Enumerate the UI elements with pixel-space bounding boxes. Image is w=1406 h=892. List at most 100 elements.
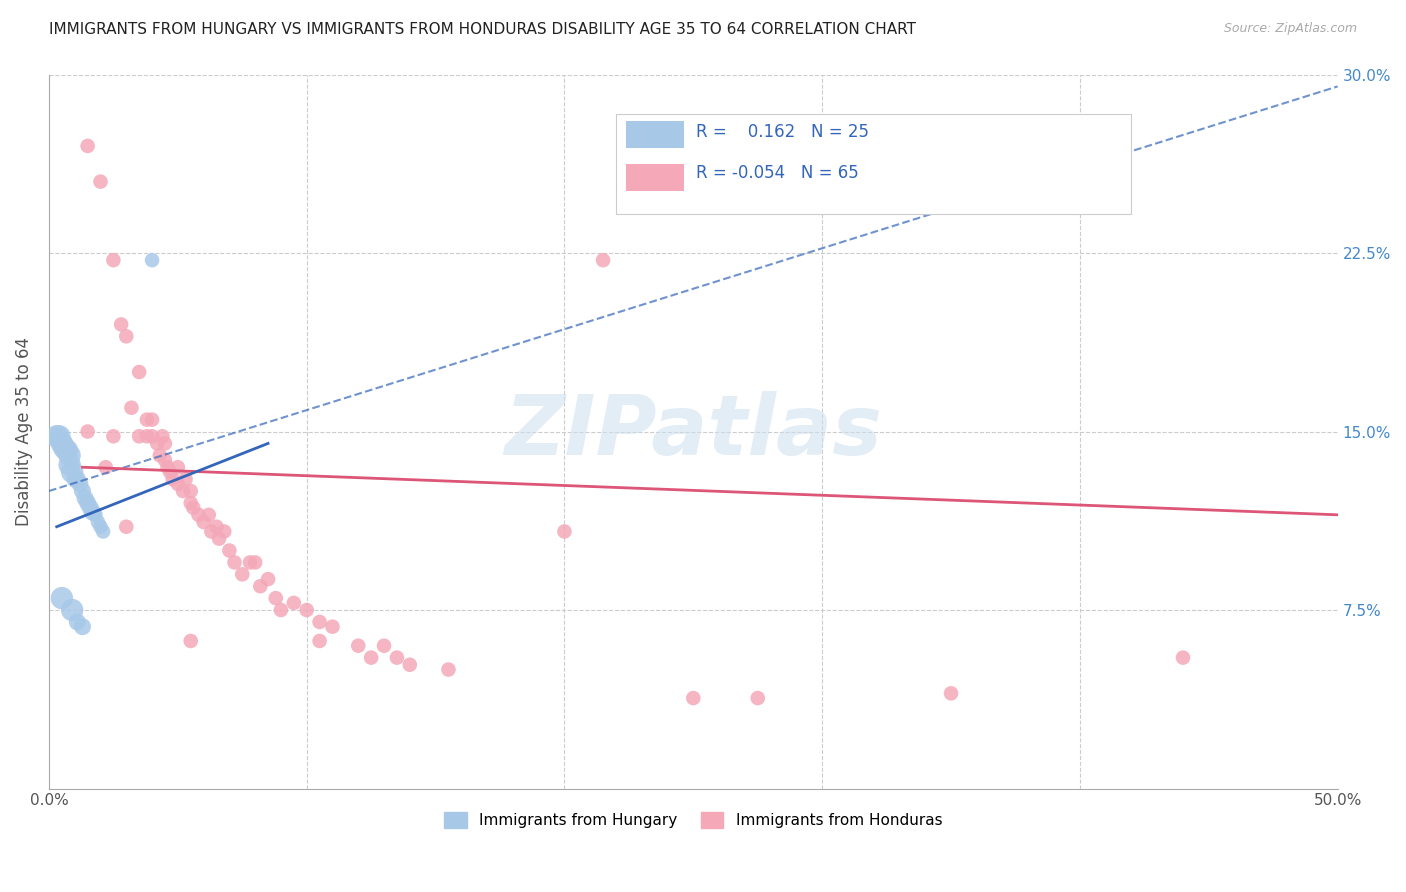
Point [89, 175, 111, 189]
Point [224, 556, 246, 570]
Point [120, 401, 142, 415]
Point [249, 579, 271, 593]
Y-axis label: Disability Age 35 to 64: Disability Age 35 to 64 [15, 337, 32, 526]
Point [360, 650, 382, 665]
Point [295, 603, 318, 617]
Point [553, 524, 575, 539]
Point [180, 483, 202, 498]
Legend: Immigrants from Hungary, Immigrants from Honduras: Immigrants from Hungary, Immigrants from… [439, 806, 949, 834]
Point [1171, 650, 1194, 665]
Point [257, 572, 280, 586]
Point [56, 443, 79, 458]
Point [180, 496, 202, 510]
FancyBboxPatch shape [616, 114, 1132, 214]
Point [180, 634, 202, 648]
Point [110, 318, 132, 332]
Point [159, 465, 181, 479]
Text: R =    0.162   N = 25: R = 0.162 N = 25 [696, 123, 869, 141]
Point [82, 505, 104, 519]
Point [682, 691, 704, 706]
Point [181, 500, 204, 515]
Point [58, 458, 80, 472]
Point [89, 519, 111, 533]
Point [63, 472, 86, 486]
Point [60, 603, 83, 617]
Point [283, 596, 305, 610]
Point [115, 519, 138, 533]
Point [153, 453, 176, 467]
Point [76, 496, 98, 510]
Point [66, 615, 89, 629]
Point [747, 691, 769, 706]
Text: IMMIGRANTS FROM HUNGARY VS IMMIGRANTS FROM HONDURAS DISABILITY AGE 35 TO 64 CORR: IMMIGRANTS FROM HUNGARY VS IMMIGRANTS FR… [49, 22, 917, 37]
Point [592, 253, 614, 268]
Point [264, 591, 287, 606]
Point [66, 472, 89, 486]
Point [53, 441, 76, 455]
Point [135, 429, 157, 443]
Point [270, 603, 292, 617]
Point [208, 532, 231, 546]
Point [69, 476, 91, 491]
Point [939, 686, 962, 700]
Point [45, 429, 67, 443]
Point [51, 591, 73, 606]
Point [87, 515, 110, 529]
Point [156, 460, 179, 475]
Point [231, 567, 253, 582]
Point [128, 429, 150, 443]
Point [79, 500, 101, 515]
Point [308, 634, 330, 648]
FancyBboxPatch shape [626, 164, 685, 191]
Text: ZIPatlas: ZIPatlas [505, 391, 882, 472]
Point [347, 639, 370, 653]
Point [166, 460, 188, 475]
Point [321, 620, 343, 634]
Point [135, 412, 157, 426]
FancyBboxPatch shape [626, 121, 685, 148]
Point [115, 329, 138, 343]
Point [76, 425, 98, 439]
Point [141, 412, 163, 426]
Point [149, 448, 172, 462]
Point [128, 365, 150, 379]
Point [187, 508, 209, 522]
Point [76, 139, 98, 153]
Point [103, 253, 125, 268]
Point [141, 253, 163, 268]
Point [91, 524, 114, 539]
Point [385, 650, 408, 665]
Text: R = -0.054   N = 65: R = -0.054 N = 65 [696, 164, 859, 182]
Point [72, 483, 94, 498]
Point [60, 465, 83, 479]
Point [166, 476, 188, 491]
Point [84, 508, 107, 522]
Point [94, 460, 117, 475]
Point [243, 556, 266, 570]
Point [103, 429, 125, 443]
Point [146, 436, 169, 450]
Point [162, 472, 184, 486]
Point [239, 556, 262, 570]
Point [205, 519, 228, 533]
Point [398, 657, 420, 672]
Point [51, 436, 73, 450]
Point [73, 491, 96, 505]
Point [218, 543, 240, 558]
Point [141, 429, 163, 443]
Point [197, 508, 219, 522]
Point [193, 515, 215, 529]
Point [153, 436, 176, 450]
Text: Source: ZipAtlas.com: Source: ZipAtlas.com [1223, 22, 1357, 36]
Point [150, 429, 173, 443]
Point [308, 615, 330, 629]
Point [200, 524, 222, 539]
Point [58, 448, 80, 462]
Point [437, 663, 460, 677]
Point [174, 472, 197, 486]
Point [48, 429, 70, 443]
Point [373, 639, 395, 653]
Point [72, 620, 94, 634]
Point [172, 483, 194, 498]
Point [212, 524, 235, 539]
